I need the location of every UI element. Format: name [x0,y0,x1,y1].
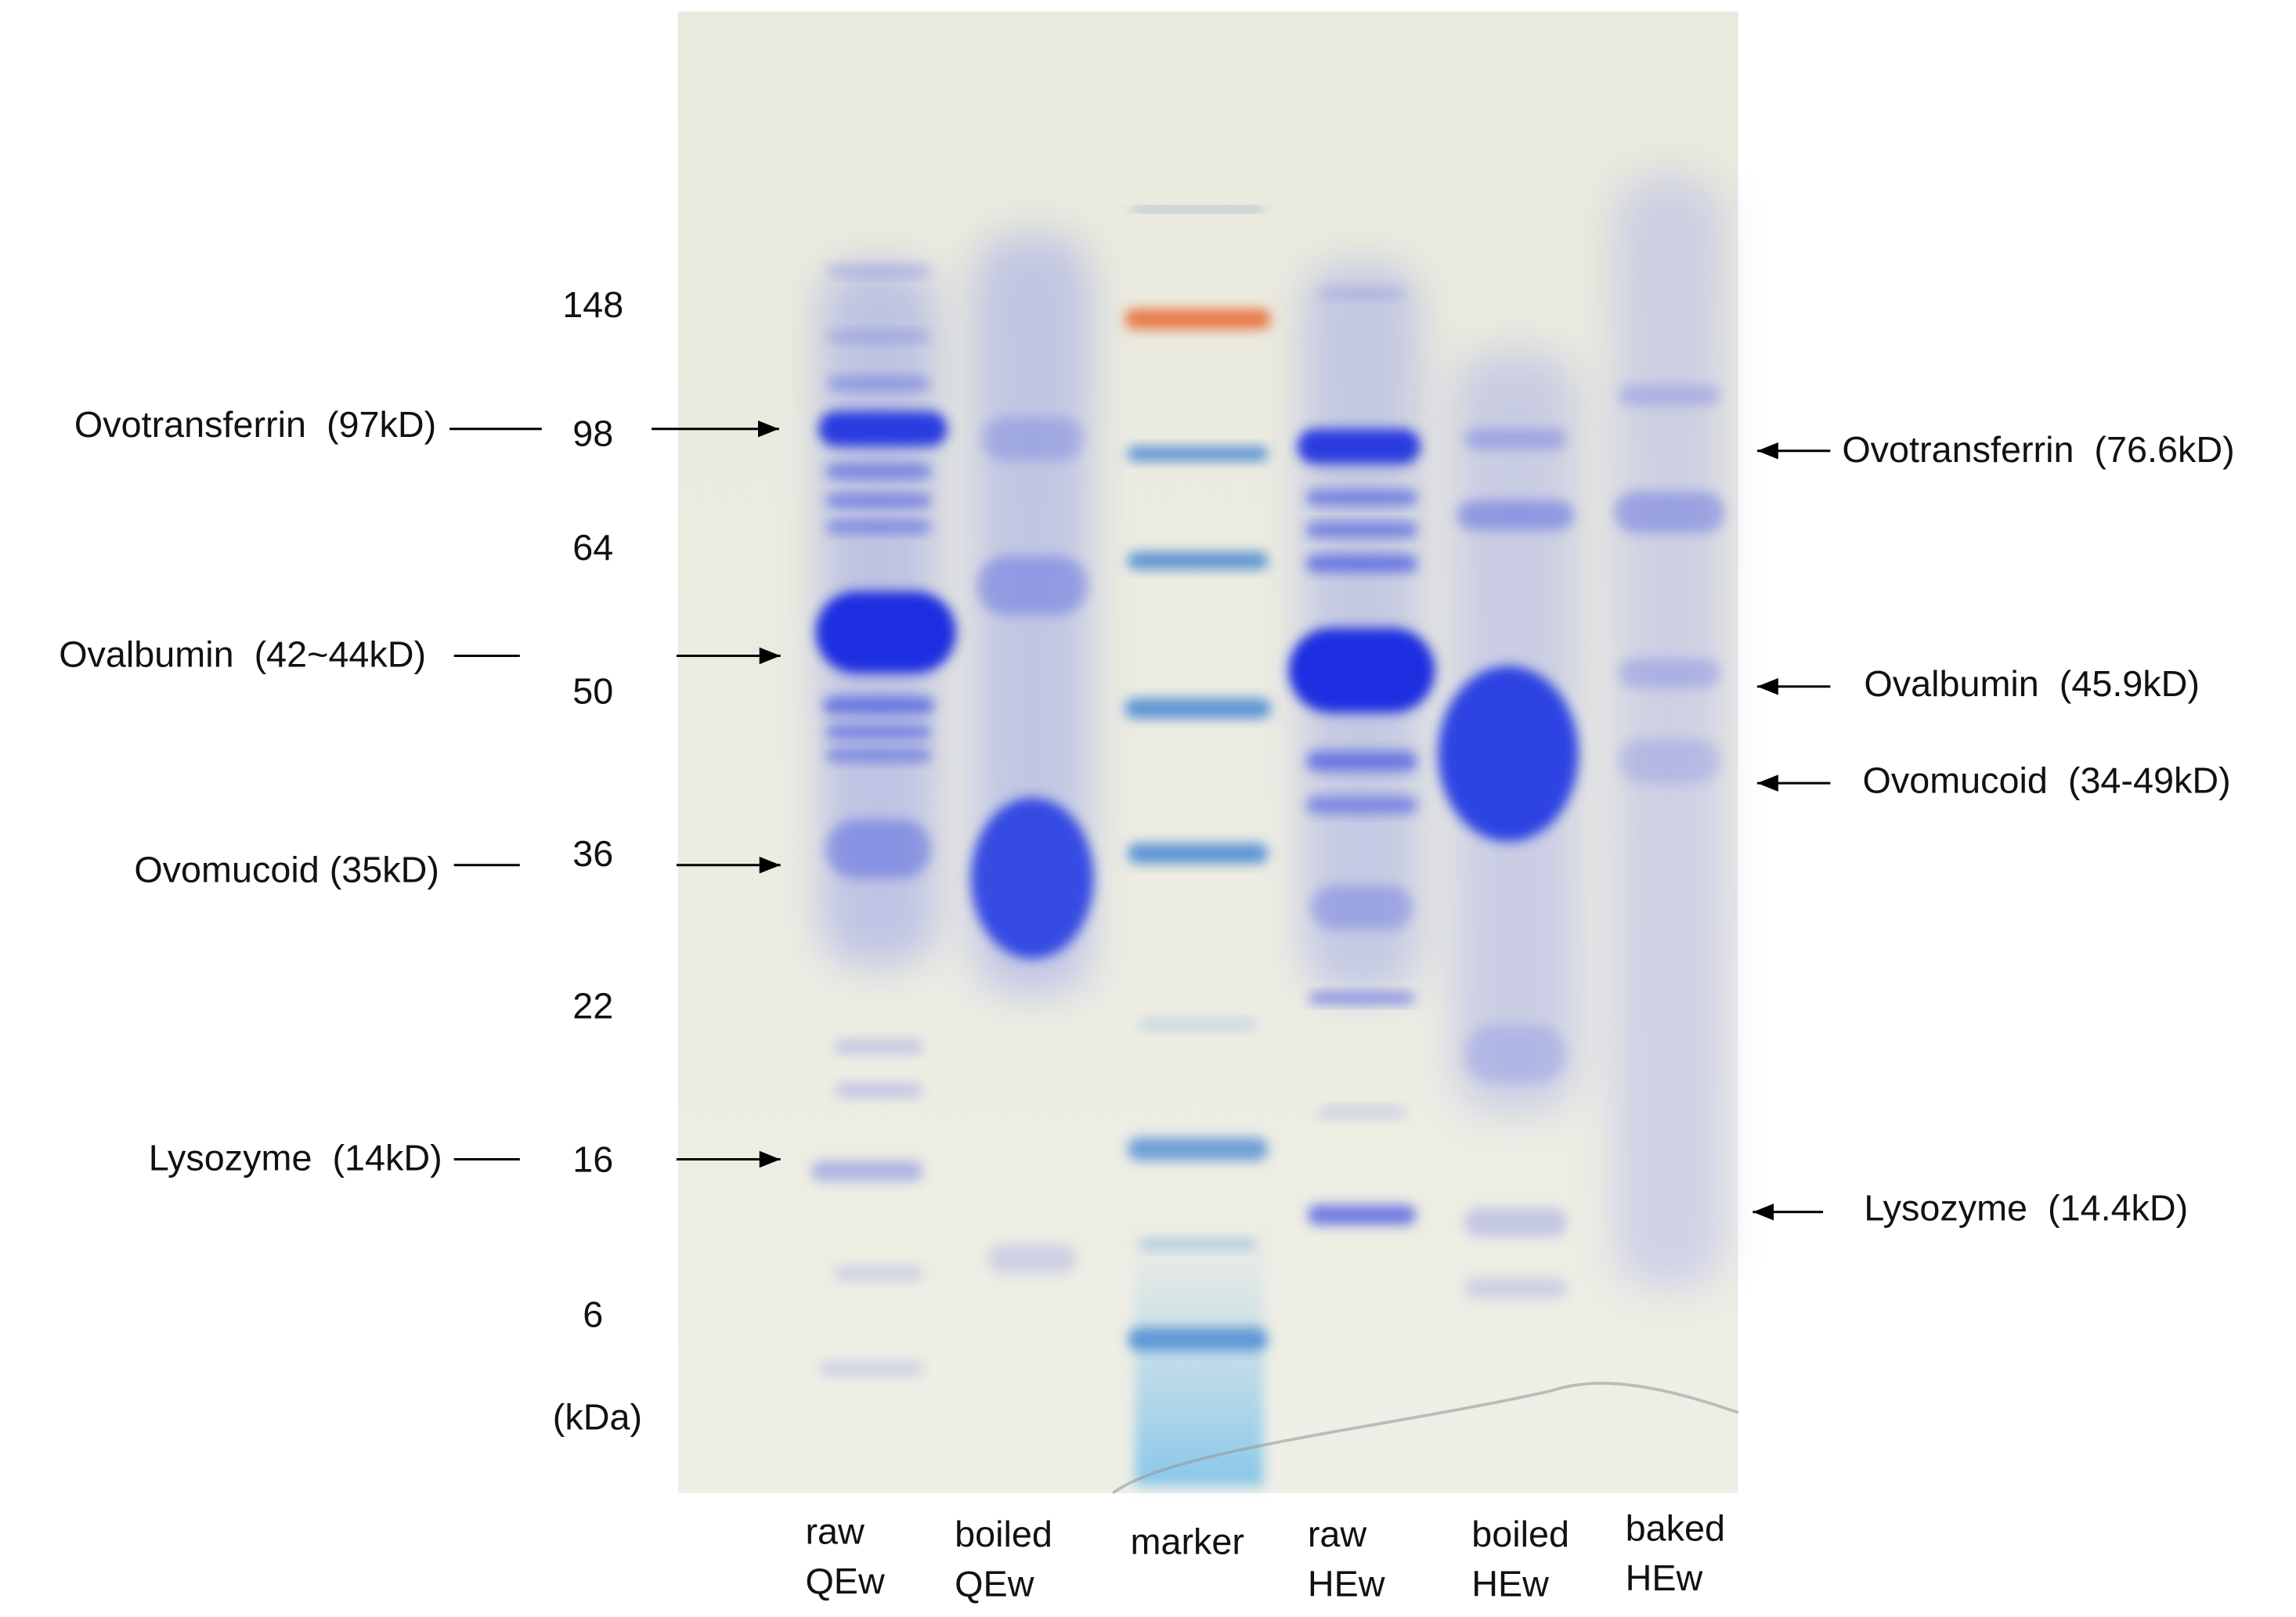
band [1288,627,1435,713]
lane-label: marker [1131,1521,1244,1561]
band [818,411,948,447]
band [1127,1327,1269,1352]
band [825,748,932,763]
lane-label: QEw [805,1561,885,1601]
band [1309,992,1415,1005]
band [834,1083,923,1098]
lane-label: HEw [1308,1564,1385,1604]
mw-label: 16 [572,1139,613,1180]
band [820,1361,923,1377]
marker-dye [1135,1229,1264,1486]
band [1464,1207,1567,1237]
band [822,696,934,715]
right-annotations: Ovotransferrin (76.6kD) Ovalbumin (45.9k… [1842,429,2234,1228]
mw-label: 50 [572,670,613,711]
band [825,520,932,534]
band [1305,554,1418,572]
band [1139,1019,1257,1031]
band [1127,551,1269,570]
left-arrows [449,420,781,1168]
band [827,265,930,277]
band [1464,1024,1567,1084]
band [1464,428,1567,449]
band [815,591,957,673]
mw-label: 22 [572,985,613,1026]
band [988,1243,1077,1274]
annotation: Ovotransferrin (97kD) [74,404,436,445]
gel-edge [1112,1381,1739,1495]
unit-label: (kDa) [553,1397,642,1438]
band [1297,428,1421,464]
band [1618,739,1721,784]
band [1317,287,1406,299]
annotation: Ovotransferrin (76.6kD) [1842,429,2234,470]
annotation: Ovomucoid (34-49kD) [1863,760,2231,800]
band [1132,207,1264,212]
band [977,556,1088,615]
left-annotations: Ovotransferrin (97kD) Ovalbumin (42~44kD… [59,404,442,1178]
bands [810,175,1725,1486]
band [1127,1137,1269,1161]
lane-label: boiled [1471,1514,1569,1554]
mw-label: 148 [562,284,623,325]
band [1618,384,1721,406]
mw-markers: 148 98 64 50 36 22 16 6 (kDa) [553,284,642,1438]
band [1125,698,1272,719]
band [1307,1204,1417,1225]
band [1457,500,1575,530]
lane-label: HEw [1626,1557,1703,1598]
band [1613,492,1725,533]
band [1125,309,1272,330]
mw-label: 64 [572,527,613,568]
band [825,493,932,507]
mw-label: 98 [572,413,613,453]
band [1310,885,1413,930]
band [1305,522,1418,538]
band [1614,175,1724,1289]
band [1464,1277,1567,1299]
mw-label: 6 [583,1294,603,1335]
band [1618,659,1721,688]
lane-label: boiled [955,1514,1052,1554]
lane-label: raw [1308,1514,1367,1554]
band [810,1160,923,1182]
annotation: Ovalbumin (42~44kD) [59,634,426,675]
band [834,1265,923,1281]
band [970,797,1094,959]
band [825,819,932,879]
band [825,464,932,479]
lane-label: raw [805,1511,865,1551]
band [1127,843,1269,864]
right-arrows [1753,442,1831,1221]
band [827,330,930,343]
mw-label: 36 [572,833,613,874]
band [1127,446,1269,461]
lane-label: QEw [955,1564,1034,1604]
band [1305,750,1418,772]
annotation: Lysozyme (14kD) [149,1138,442,1178]
band [825,724,932,740]
band [1438,666,1579,842]
band [834,1039,923,1054]
lane-label: HEw [1471,1564,1549,1604]
annotation: Ovomucoid (35kD) [134,849,439,890]
lane-labels: raw QEw boiled QEw marker raw HEw boiled… [805,1508,1725,1604]
band [1305,490,1418,505]
band [1305,796,1418,814]
band [1317,1106,1406,1119]
annotation: Lysozyme (14.4kD) [1864,1187,2188,1228]
band [980,417,1084,461]
band [1139,1238,1257,1251]
band [827,376,930,392]
lane-label: baked [1626,1508,1725,1549]
annotation: Ovalbumin (45.9kD) [1864,663,2200,704]
